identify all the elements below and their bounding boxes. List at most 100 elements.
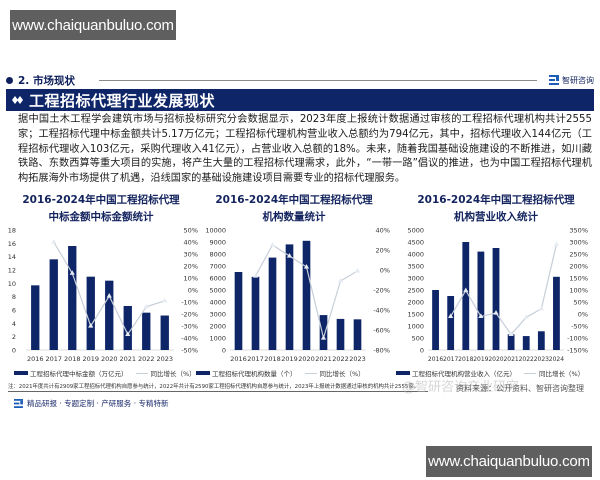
x-tick: 2018 (458, 356, 473, 363)
bar (462, 242, 470, 350)
triangle-marker-icon (269, 242, 276, 247)
brand-icon (14, 399, 23, 408)
legend-bar-label: 工程招标代理机构数量（个） (212, 370, 297, 378)
chart-title-line1: 2016-2024年中国工程招标代理 (22, 194, 180, 206)
legend-bar-label: 工程招标代理中标金额（万亿元） (30, 370, 128, 378)
y-tick-right: 0% (380, 267, 390, 275)
legend-line-swatch (524, 372, 536, 374)
bar (522, 336, 530, 350)
section-header: 2. 市场现状 智研咨询 (6, 72, 594, 88)
triangle-marker-icon (354, 268, 361, 273)
y-tick-right: 50% (574, 299, 588, 307)
y-tick-left: 12 (8, 267, 16, 275)
bar (68, 246, 77, 350)
brand-icon (549, 75, 559, 85)
brand-name: 智研咨询 (562, 75, 594, 85)
y-tick-left: 1000 (209, 335, 226, 343)
y-tick-left: 1500 (407, 311, 424, 319)
y-tick-right: 300% (569, 239, 588, 247)
x-tick: 2019 (473, 356, 488, 363)
y-tick-right: -150% (567, 347, 588, 355)
y-tick-right: -10% (181, 299, 198, 307)
bar (123, 306, 132, 350)
bar (86, 276, 95, 350)
triangle-marker-icon (143, 303, 149, 309)
y-tick-left: 10 (8, 280, 16, 288)
triangle-marker-icon (162, 297, 168, 303)
triangle-marker-icon (303, 264, 310, 269)
bar (492, 248, 500, 350)
y-tick-right: -60% (373, 327, 390, 335)
y-tick-right: -100% (567, 335, 588, 343)
x-tick: 2021 (119, 355, 136, 363)
triangle-marker-icon (493, 310, 499, 315)
y-tick-left: 4500 (407, 239, 424, 247)
x-tick: 2019 (281, 355, 298, 363)
y-tick-left: 16 (8, 240, 16, 248)
triangle-marker-icon (320, 335, 327, 340)
source-watermark: @智研咨询产业研究 (402, 380, 520, 395)
bar (49, 259, 58, 350)
bullet-dot-icon (6, 76, 13, 84)
triangle-marker-icon (463, 287, 469, 293)
y-tick-right: 250% (569, 251, 588, 259)
x-tick: 2023 (156, 355, 173, 363)
bar (507, 334, 515, 350)
footnote: 注：2021年度共计有2909家工程招标代理机构自愿参与统计，2022年共计有2… (8, 382, 428, 392)
legend-line-swatch (304, 372, 317, 374)
triangle-marker-icon (553, 241, 560, 246)
y-tick-left: 2 (12, 333, 16, 341)
chart-plot: 0 500 1000 1500 2000 2500 3000 3500 4000 4500 5000… (407, 227, 588, 364)
x-tick: 2016 (27, 355, 44, 363)
x-tick: 2021 (315, 355, 332, 363)
bar (537, 331, 545, 350)
bar (285, 244, 294, 350)
y-tick-left: 5000 (209, 287, 226, 295)
y-tick-right: 50% (184, 227, 198, 235)
triangle-marker-icon (523, 314, 529, 319)
y-tick-left: 8000 (209, 251, 226, 259)
chart-legend: 工程招标代理机构营业收入（亿元） 同比增长（%） (396, 368, 584, 378)
x-tick: 2016 (230, 355, 247, 363)
watermark-bottom: www.chaiquanbuluo.com (426, 446, 592, 477)
footer-tagline: 精品研报 · 专题定制 · 产研服务 · 专精特新 (14, 398, 168, 409)
y-tick-left: 18 (8, 227, 16, 235)
bar (234, 272, 243, 350)
y-tick-right: 100% (569, 287, 588, 295)
legend-bar-swatch (14, 371, 28, 375)
y-tick-right: 350% (569, 227, 588, 235)
y-tick-right: -50% (181, 347, 198, 355)
y-tick-left: 4000 (407, 251, 424, 259)
y-tick-left: 10000 (205, 227, 226, 235)
y-tick-left: 2000 (209, 323, 226, 331)
y-tick-right: -40% (373, 307, 390, 315)
x-tick: 2022 (138, 355, 155, 363)
triangle-marker-icon (125, 331, 131, 336)
footer-text: 精品研报 · 专题定制 · 产研服务 · 专精特新 (27, 399, 169, 408)
triangle-marker-icon (286, 253, 293, 258)
x-tick: 2016 (428, 356, 443, 363)
legend-bar-swatch (396, 371, 410, 375)
legend-line-swatch (135, 372, 148, 374)
legend-bar-swatch (196, 371, 210, 375)
y-tick-right: -20% (181, 311, 198, 319)
x-tick: 2019 (82, 355, 99, 363)
x-tick: 2022 (519, 356, 534, 363)
y-tick-left: 4 (12, 320, 16, 328)
bar (160, 315, 169, 350)
legend-bar-label: 工程招标代理机构营业收入（亿元） (412, 370, 516, 378)
bar (105, 280, 114, 350)
y-tick-left: 500 (412, 335, 424, 343)
legend-line-label: 同比增长（%） (319, 370, 365, 378)
bar (302, 240, 311, 350)
x-tick: 2024 (549, 356, 564, 363)
page-title: 工程招标代理行业发展现状 (29, 91, 216, 110)
y-tick-left: 8 (12, 293, 16, 301)
y-tick-left: 1000 (407, 323, 424, 331)
y-tick-left: 4000 (209, 299, 226, 307)
triangle-marker-icon (478, 313, 484, 318)
y-tick-left: 3000 (407, 275, 424, 283)
bar (268, 257, 277, 350)
y-tick-left: 0 (222, 347, 226, 355)
triangle-marker-icon (337, 278, 344, 283)
